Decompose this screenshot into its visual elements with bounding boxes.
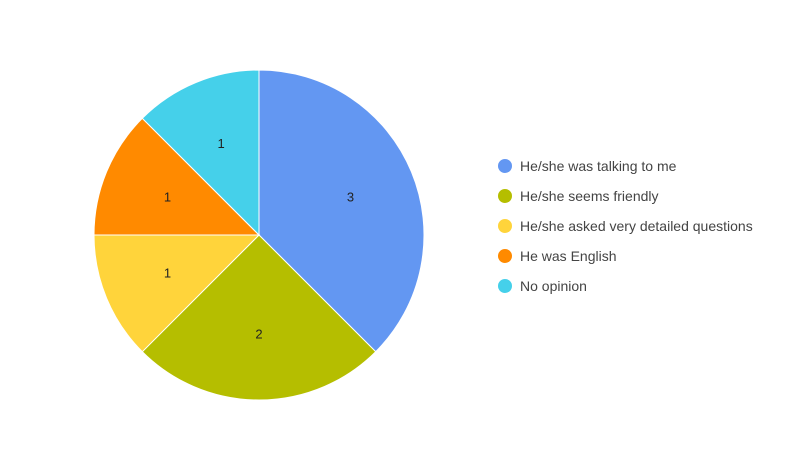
pie-slice-he-she-seems-friendly <box>141 234 377 401</box>
legend-label: No opinion <box>520 278 587 294</box>
slice-value-label: 1 <box>217 136 224 151</box>
legend-item-he-she-was-talking-to-me: He/she was talking to me <box>498 156 753 176</box>
slice-value-label: 2 <box>255 327 262 342</box>
slice-value-label: 3 <box>347 190 354 205</box>
legend-label: He was English <box>520 248 617 264</box>
pie-slice-he-she-asked-very-detailed-questions <box>93 234 261 353</box>
legend-swatch <box>498 189 512 203</box>
legend-swatch <box>498 279 512 293</box>
slice-value-label: 1 <box>164 190 171 205</box>
legend-label: He/she seems friendly <box>520 188 659 204</box>
pie-slice-he-she-was-talking-to-me <box>258 69 425 353</box>
legend-label: He/she was talking to me <box>520 158 677 174</box>
pie-slice-no-opinion <box>141 69 260 237</box>
legend-item-he-she-asked-very-detailed-questions: He/she asked very detailed questions <box>498 216 753 236</box>
pie-slice-he-was-english <box>93 117 261 236</box>
legend-swatch <box>498 249 512 263</box>
slice-value-label: 1 <box>164 265 171 280</box>
legend-item-he-was-english: He was English <box>498 246 753 266</box>
chart-legend: He/she was talking to me He/she seems fri… <box>498 156 753 306</box>
legend-swatch <box>498 219 512 233</box>
legend-item-he-she-seems-friendly: He/she seems friendly <box>498 186 753 206</box>
legend-item-no-opinion: No opinion <box>498 276 753 296</box>
legend-swatch <box>498 159 512 173</box>
legend-label: He/she asked very detailed questions <box>520 218 753 234</box>
